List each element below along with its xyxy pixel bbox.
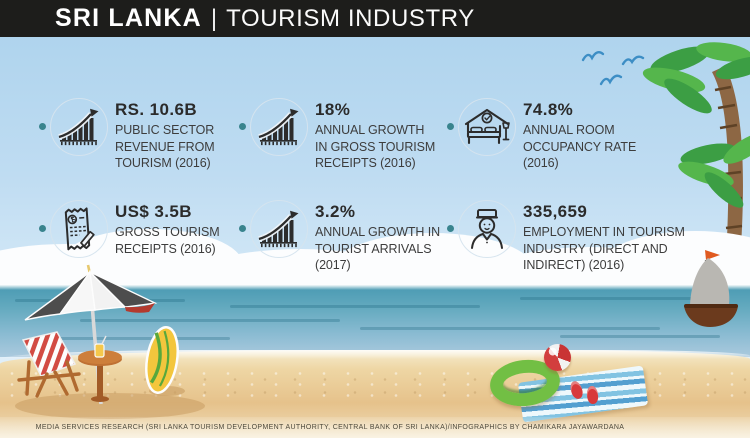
stat-icon-circle [458,200,516,258]
header-brand: SRI LANKA [55,4,202,32]
wave-line [15,299,185,302]
wave-line [80,319,340,322]
bar-chart-growth-icon [258,210,299,248]
wave-line [560,335,720,338]
header-separator: | [210,4,218,32]
stat-icon-circle [250,98,308,156]
stat-value: 74.8% [523,100,574,119]
stat-label: IN GROSS TOURISM [315,139,436,154]
wave-line [360,327,660,330]
seagulls-icon [581,51,645,86]
page-title: TOURISM INDUSTRY [226,4,475,32]
stat-employment: 335,659 EMPLOYMENT IN TOURISM INDUSTRY (… [447,200,685,274]
stat-gross-receipts: US$ 3.5B GROSS TOURISM RECEIPTS (2016) [39,200,220,258]
receipt-icon [64,207,95,251]
bellhop-icon [471,209,503,249]
accent-dot [39,123,46,130]
stat-value: RS. 10.6B [115,100,198,119]
wave-line [230,305,480,308]
stat-icon-circle [250,200,308,258]
stat-label: TOURISM (2016) [115,156,211,170]
stat-label: RECEIPTS (2016) [115,241,216,256]
wave-line [30,337,230,340]
sea [0,285,750,357]
stat-growth-gross-receipts: 18% ANNUAL GROWTH IN GROSS TOURISM RECEI… [239,98,436,172]
stat-label: (2017) [315,258,351,272]
stat-label: INDUSTRY (DIRECT AND [523,241,668,256]
credit-text: MEDIA SERVICES RESEARCH (SRI LANKA TOURI… [35,424,625,431]
footer-bar: MEDIA SERVICES RESEARCH (SRI LANKA TOURI… [0,417,750,438]
beach-ball [544,344,571,371]
bar-chart-growth-icon [258,108,299,146]
stat-value: US$ 3.5B [115,202,192,221]
stat-public-sector-revenue: RS. 10.6B PUBLIC SECTOR REVENUE FROM TOU… [39,98,215,172]
stat-label: REVENUE FROM [115,139,215,154]
stat-room-occupancy: 74.8% ANNUAL ROOM OCCUPANCY RATE (2016) [447,98,637,172]
stat-icon-circle [50,98,108,156]
wave-line [520,297,700,300]
accent-dot [447,225,454,232]
bar-chart-growth-icon [58,108,99,146]
stat-label: ANNUAL ROOM [523,123,615,137]
stat-label: RECEIPTS (2016) [315,156,416,170]
stat-value: 335,659 [523,202,588,221]
stat-value: 18% [315,100,351,119]
stat-label: OCCUPANCY RATE [523,139,637,154]
stat-label: (2016) [523,156,559,170]
stat-icon-circle [50,200,108,258]
stat-label: ANNUAL GROWTH [315,123,425,137]
accent-dot [239,123,246,130]
accent-dot [239,225,246,232]
header-bar: SRI LANKA | TOURISM INDUSTRY [0,0,750,37]
accent-dot [447,123,454,130]
stat-icon-circle [458,98,516,156]
accent-dot [39,225,46,232]
stat-label: GROSS TOURISM [115,225,220,239]
stat-label: PUBLIC SECTOR [115,123,215,137]
stat-label: INDIRECT) (2016) [523,258,625,272]
stat-label: ANNUAL GROWTH IN [315,225,441,239]
room-occupancy-icon [464,108,510,145]
stat-label: TOURIST ARRIVALS [315,241,432,256]
stat-value: 3.2% [315,202,356,221]
stat-growth-tourist-arrivals: 3.2% ANNUAL GROWTH IN TOURIST ARRIVALS (… [239,200,441,274]
stat-label: EMPLOYMENT IN TOURISM [523,225,685,239]
